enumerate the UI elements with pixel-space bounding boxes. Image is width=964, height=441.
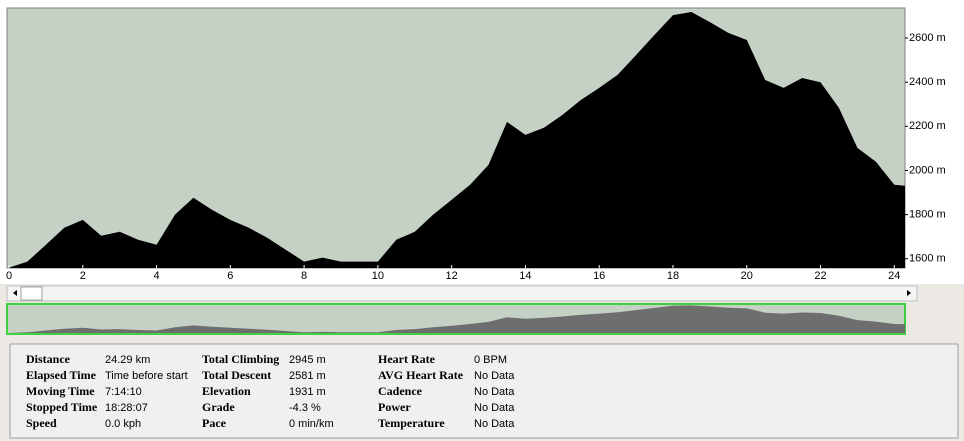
stat-value: 18:28:07 (105, 402, 148, 414)
stat-label: Moving Time (26, 384, 95, 398)
x-tick-label: 10 (372, 270, 384, 282)
elevation-area (9, 12, 905, 268)
stat-label: Cadence (378, 384, 423, 398)
x-tick-label: 4 (153, 270, 159, 282)
stat-value: No Data (474, 418, 515, 430)
stat-value: 0.0 kph (105, 418, 141, 430)
x-tick-label: 0 (6, 270, 12, 282)
x-tick-label: 8 (301, 270, 307, 282)
stat-label: Elevation (202, 384, 251, 398)
x-tick-label: 20 (741, 270, 753, 282)
stat-value: 7:14:10 (105, 386, 142, 398)
x-tick-label: 2 (80, 270, 86, 282)
x-tick-label: 16 (593, 270, 605, 282)
stat-label: Pace (202, 416, 227, 430)
stat-value: 2581 m (289, 370, 326, 382)
x-tick-label: 14 (519, 270, 531, 282)
y-tick-label: 1600 m (909, 253, 946, 265)
stat-label: Stopped Time (26, 400, 98, 414)
x-tick-label: 22 (814, 270, 826, 282)
stat-value: 2945 m (289, 354, 326, 366)
stat-label: AVG Heart Rate (378, 368, 464, 382)
stat-value: No Data (474, 402, 515, 414)
x-tick-label: 24 (888, 270, 900, 282)
stat-label: Power (378, 400, 411, 414)
y-tick-label: 2600 m (909, 32, 946, 44)
stat-value: No Data (474, 386, 515, 398)
scroll-thumb[interactable] (20, 286, 43, 301)
x-tick-label: 12 (446, 270, 458, 282)
stat-label: Total Descent (202, 368, 271, 382)
overview-area (9, 305, 905, 333)
scrollbar[interactable] (6, 285, 918, 302)
stat-value: No Data (474, 370, 515, 382)
x-tick-label: 6 (227, 270, 233, 282)
scroll-left[interactable] (13, 290, 17, 296)
stat-value: -4.3 % (289, 402, 321, 414)
stat-label: Speed (26, 416, 57, 430)
stat-value: Time before start (105, 370, 188, 382)
stat-label: Distance (26, 352, 71, 366)
y-tick-label: 2400 m (909, 76, 946, 88)
stats-panel (9, 343, 959, 439)
y-tick-label: 2000 m (909, 164, 946, 176)
stat-value: 1931 m (289, 386, 326, 398)
y-tick-label: 2200 m (909, 120, 946, 132)
stat-label: Temperature (378, 416, 445, 430)
y-tick-label: 1800 m (909, 208, 946, 220)
stat-label: Grade (202, 400, 235, 414)
stat-value: 0 BPM (474, 354, 507, 366)
stat-label: Heart Rate (378, 352, 436, 366)
stat-value: 24.29 km (105, 354, 150, 366)
stat-label: Elapsed Time (26, 368, 97, 382)
x-tick-label: 18 (667, 270, 679, 282)
stat-value: 0 min/km (289, 418, 334, 430)
stat-label: Total Climbing (202, 352, 279, 366)
scroll-right[interactable] (907, 290, 911, 296)
